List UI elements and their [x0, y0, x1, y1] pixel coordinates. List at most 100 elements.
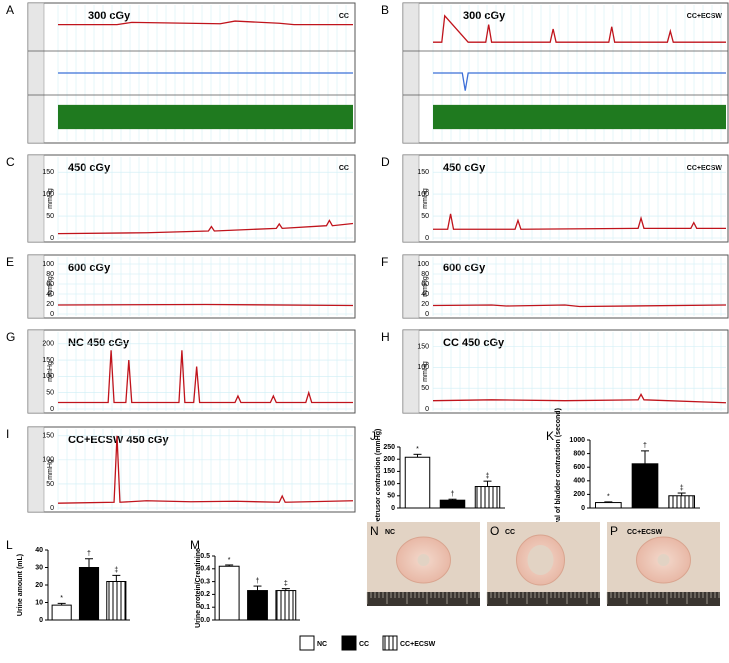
trace-line: [433, 14, 726, 43]
y-tick-label: 800: [573, 450, 585, 457]
y-tick-label: 40: [46, 291, 54, 298]
significance-mark: †: [643, 443, 647, 450]
panel-label: K: [546, 429, 554, 443]
significance-mark: †: [256, 578, 260, 585]
significance-mark: †: [451, 491, 455, 498]
y-tick-label: 0: [581, 505, 585, 512]
y-tick-label: 20: [46, 301, 54, 308]
trace-annotation: CC: [339, 13, 349, 20]
y-tick-label: 20: [35, 582, 43, 589]
significance-mark: ‡: [680, 485, 684, 492]
trace-line: [58, 20, 353, 26]
trace-gutter: [27, 154, 45, 243]
y-tick-label: 0: [425, 235, 429, 242]
tissue-lumen: [417, 554, 430, 566]
y-tick-label: 150: [383, 468, 395, 475]
panel-label: M: [190, 538, 200, 552]
y-tick-label: 600: [573, 464, 585, 471]
y-tick-label: 60: [421, 281, 429, 288]
trace-annotation: CC: [339, 165, 349, 172]
trace-gutter: [402, 2, 420, 144]
bar: [439, 499, 466, 509]
panel-label: D: [381, 155, 390, 169]
y-tick-label: 0: [50, 406, 54, 413]
y-axis-label: mmHg: [47, 459, 54, 480]
trace-gutter: [27, 2, 45, 144]
y-axis-label: mmHg: [47, 361, 54, 382]
y-tick-label: 150: [417, 169, 429, 176]
y-axis-label: Urine protein/Creatinine: [195, 548, 202, 628]
legend-label: NC: [317, 641, 327, 648]
photo-panel-label: P: [610, 524, 618, 538]
y-tick-label: 30: [35, 564, 43, 571]
trace-line: [432, 304, 727, 308]
bar: [595, 502, 622, 509]
y-tick-label: 100: [383, 480, 395, 487]
trace-frame: [27, 254, 356, 319]
trace-title: 450 cGy: [443, 162, 486, 174]
y-tick-label: 0: [425, 311, 429, 318]
bar: [218, 565, 240, 621]
panel-label: G: [6, 330, 15, 344]
y-axis-label: Detrusor contraction (mmHg): [375, 429, 382, 527]
trace-line: [433, 213, 726, 230]
panel-label: J: [370, 429, 376, 443]
bar: [106, 581, 127, 621]
y-axis-label: mmHg: [47, 276, 54, 297]
y-tick-label: 50: [46, 481, 54, 488]
significance-mark: *: [607, 494, 610, 501]
y-tick-label: 20: [421, 301, 429, 308]
significance-mark: *: [60, 595, 63, 602]
trace-line: [57, 435, 354, 504]
panel-label: I: [6, 427, 9, 441]
y-tick-label: 0.4: [200, 566, 210, 573]
trace-gutter: [27, 329, 45, 414]
y-tick-label: 0: [50, 235, 54, 242]
y-tick-label: 150: [42, 357, 54, 364]
significance-mark: *: [416, 446, 419, 453]
bar: [404, 456, 431, 509]
y-axis-label: mmHg: [422, 188, 429, 209]
trace-title: 600 cGy: [68, 262, 111, 274]
y-tick-label: 0: [425, 406, 429, 413]
legend-swatch: [341, 635, 357, 651]
y-tick-label: 200: [383, 456, 395, 463]
trace-gutter: [402, 254, 420, 319]
y-tick-label: 100: [42, 261, 54, 268]
photo-label: CC: [505, 529, 515, 536]
legend-label: CC: [359, 641, 369, 648]
y-tick-label: 0.2: [200, 591, 210, 598]
trace-frame: [27, 426, 356, 513]
significance-mark: ‡: [486, 473, 490, 480]
y-tick-label: 50: [46, 213, 54, 220]
y-tick-label: 80: [46, 271, 54, 278]
trace-annotation: CC+ECSW: [687, 13, 723, 20]
significance-mark: ‡: [284, 580, 288, 587]
y-axis-label: Urine amount (mL): [17, 554, 24, 616]
trace-title: NC 450 cGy: [68, 337, 130, 349]
y-tick-label: 50: [46, 390, 54, 397]
y-tick-label: 0.1: [200, 604, 210, 611]
trace-frame: [402, 329, 729, 414]
significance-mark: †: [87, 551, 91, 558]
bar: [474, 486, 501, 509]
trace-line: [433, 72, 726, 91]
y-tick-label: 100: [417, 364, 429, 371]
trace-gutter: [402, 329, 420, 414]
bar: [247, 590, 268, 621]
bar: [51, 604, 72, 621]
trace-gutter: [27, 426, 45, 513]
trace-line: [57, 219, 354, 235]
bar: [78, 567, 100, 621]
trace-title: 300 cGy: [463, 10, 506, 22]
y-axis-label: Interval of bladder contraction (second): [555, 408, 562, 540]
y-axis-label: mmHg: [47, 188, 54, 209]
y-tick-label: 150: [42, 169, 54, 176]
y-tick-label: 250: [383, 444, 395, 451]
legend-swatch: [382, 635, 398, 651]
y-tick-label: 50: [387, 493, 395, 500]
y-axis-label: mmHg: [422, 361, 429, 382]
y-tick-label: 100: [417, 191, 429, 198]
y-tick-label: 100: [42, 191, 54, 198]
